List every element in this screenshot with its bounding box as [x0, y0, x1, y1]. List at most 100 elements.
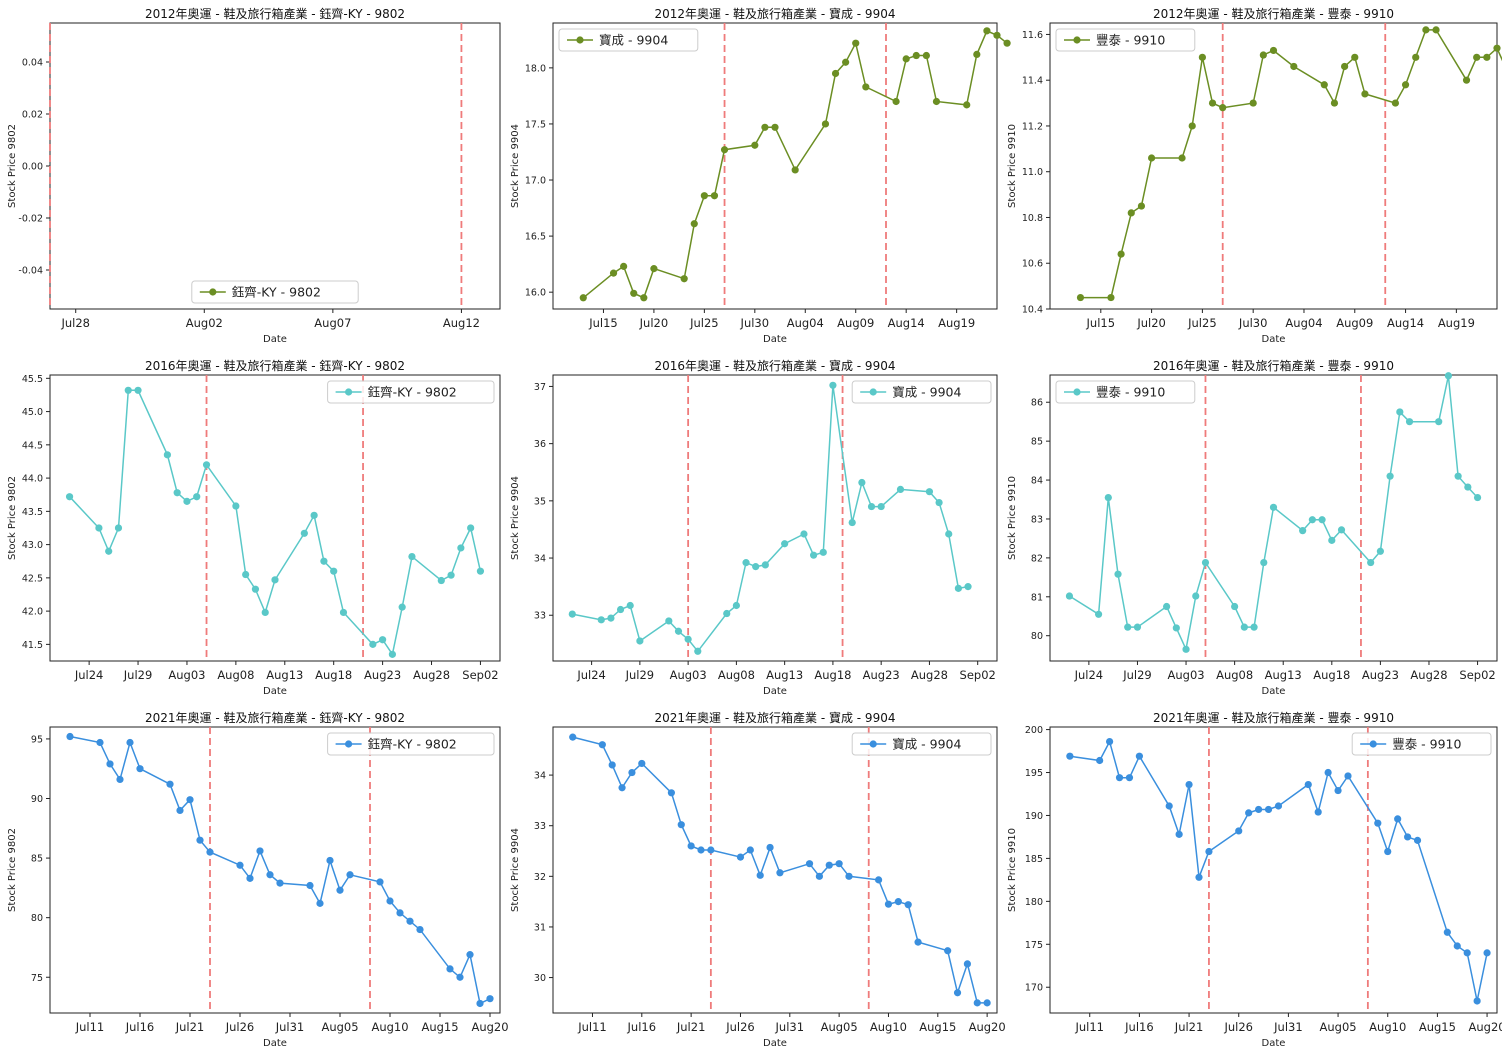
x-tick-label: Aug05: [821, 1020, 858, 1034]
data-point: [330, 567, 338, 575]
data-point: [379, 636, 387, 644]
x-tick-label: Aug04: [1285, 316, 1322, 330]
x-tick-label: Aug14: [888, 316, 925, 330]
data-point: [106, 760, 114, 768]
x-axis-label: Date: [763, 334, 787, 345]
legend-marker-swatch: [209, 288, 217, 296]
legend: 豐泰 - 9910: [1351, 732, 1492, 756]
data-point: [316, 899, 324, 907]
x-tick-label: Aug08: [718, 668, 755, 682]
data-point: [1404, 833, 1412, 841]
x-tick-label: Jul15: [588, 316, 618, 330]
x-tick-label: Jul31: [1273, 1020, 1303, 1034]
data-point: [963, 960, 972, 968]
x-tick-label: Aug20: [471, 1020, 508, 1034]
plot-area: [1049, 374, 1498, 662]
data-point: [456, 973, 464, 981]
x-tick-label: Aug10: [371, 1020, 408, 1034]
data-point: [925, 488, 934, 496]
data-point: [116, 775, 124, 784]
data-point: [858, 478, 866, 487]
data-point: [1104, 493, 1112, 502]
data-point: [579, 294, 587, 302]
y-tick-label: 35: [534, 496, 546, 507]
data-point: [266, 871, 274, 879]
data-point: [1330, 99, 1339, 107]
data-point: [875, 876, 883, 884]
data-point: [1182, 645, 1190, 653]
data-point: [388, 650, 396, 658]
x-tick-label: Sep02: [462, 668, 498, 682]
data-point: [746, 846, 754, 854]
data-point: [791, 166, 799, 174]
y-tick-label: 43.5: [22, 507, 43, 518]
y-tick-label: 42.0: [22, 607, 43, 618]
data-point: [1318, 516, 1326, 524]
x-tick-label: Jul21: [676, 1020, 706, 1034]
data-point: [1192, 592, 1200, 600]
data-point: [914, 938, 922, 946]
data-point: [1337, 526, 1346, 534]
data-point: [242, 570, 250, 579]
data-point: [945, 530, 953, 538]
x-tick-label: Aug05: [321, 1020, 358, 1034]
data-point: [845, 872, 853, 880]
data-point: [476, 999, 484, 1008]
data-point: [1320, 81, 1328, 89]
data-point: [1401, 81, 1410, 89]
data-point: [932, 97, 941, 106]
x-tick-label: Aug10: [870, 1020, 907, 1034]
y-tick-label: 80: [31, 913, 43, 924]
data-point: [466, 951, 474, 959]
x-tick-label: Aug08: [217, 668, 254, 682]
data-point: [638, 759, 646, 768]
y-tick-label: 16.5: [525, 232, 546, 243]
data-point: [1405, 418, 1414, 426]
y-tick-label: 44.5: [22, 440, 43, 451]
data-point: [136, 765, 144, 773]
x-tick-label: Jul16: [125, 1020, 155, 1034]
data-point: [953, 989, 962, 997]
data-point: [1205, 847, 1213, 856]
x-tick-label: Aug19: [1438, 316, 1475, 330]
data-point: [1269, 503, 1278, 511]
x-tick-label: Aug03: [670, 668, 707, 682]
legend-label: 寶成 - 9904: [892, 385, 961, 400]
legend-marker-swatch: [345, 388, 353, 396]
x-tick-label: Sep02: [960, 668, 996, 682]
x-tick-label: Jul21: [175, 1020, 205, 1034]
data-point: [1444, 372, 1453, 380]
data-point: [674, 627, 683, 635]
data-point: [1066, 752, 1074, 760]
x-tick-label: Aug10: [1369, 1020, 1406, 1034]
data-point: [486, 995, 494, 1003]
y-tick-label: 18.0: [525, 63, 546, 74]
plot-area: [49, 726, 501, 1014]
y-axis-label: Stock Price 9802: [7, 124, 18, 208]
data-point: [1394, 815, 1402, 823]
y-tick-label: 33: [534, 611, 546, 622]
data-point: [1454, 472, 1462, 480]
data-point: [1096, 756, 1104, 765]
data-point: [1463, 949, 1471, 957]
y-axis-label: Stock Price 9904: [510, 124, 521, 208]
chart-title: 2012年奧運 - 鞋及旅行箱產業 - 寶成 - 9904: [655, 6, 896, 21]
x-tick-label: Aug13: [266, 668, 303, 682]
data-point: [1464, 483, 1472, 491]
x-tick-label: Aug20: [969, 1020, 1006, 1034]
data-point: [684, 635, 692, 643]
data-point: [186, 796, 194, 804]
data-point: [1255, 805, 1263, 814]
x-tick-label: Aug28: [413, 668, 450, 682]
data-point: [346, 871, 354, 879]
data-point: [95, 524, 103, 532]
x-tick-label: Aug14: [1387, 316, 1424, 330]
subplot-2012-9802: 2012年奧運 - 鞋及旅行箱產業 - 鈺齊-KY - 9802 Jul28 Aug…: [7, 6, 501, 345]
legend: 寶成 - 9904: [851, 732, 992, 756]
data-point: [408, 552, 416, 561]
data-point: [650, 265, 658, 273]
data-point: [667, 789, 676, 797]
data-point: [1249, 99, 1257, 107]
data-point: [800, 530, 808, 538]
